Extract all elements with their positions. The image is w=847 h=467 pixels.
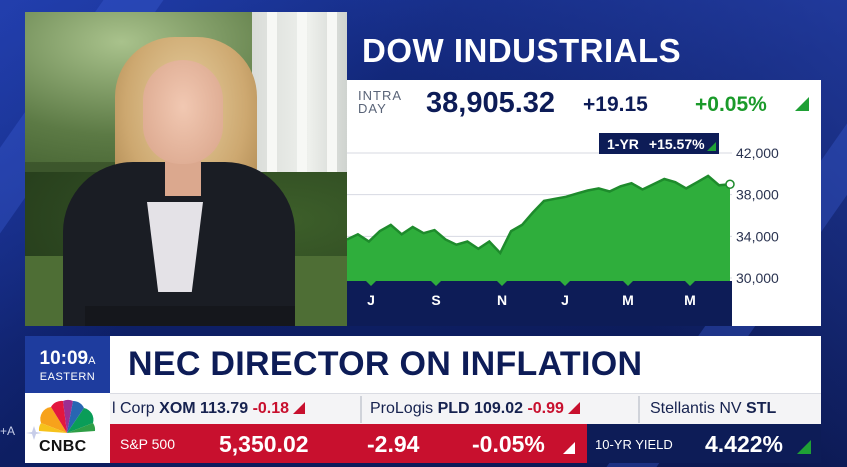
sp500-box: S&P 500 5,350.02 -2.94 -0.05% <box>110 424 587 463</box>
speaker-face <box>143 60 223 164</box>
video-column <box>297 12 307 182</box>
period-label: 1-YR <box>607 135 639 152</box>
down-triangle-icon <box>293 402 306 414</box>
down-triangle-icon <box>567 402 580 414</box>
area-line <box>347 174 731 256</box>
index-change: +19.15 <box>583 93 648 116</box>
x-tick-label: J <box>367 292 375 308</box>
x-tick-label: M <box>684 292 696 308</box>
live-video-feed <box>25 12 347 326</box>
y-tick-label: 42,000 <box>736 145 779 161</box>
yield-label: 10-YR YIELD <box>595 437 673 452</box>
dow-chart: 42,000 38,000 34,000 30,000 J S N J M M <box>347 145 779 326</box>
y-tick-label: 38,000 <box>736 187 779 203</box>
ticker-change: -0.18 <box>252 400 290 417</box>
x-tick-label: M <box>622 292 634 308</box>
ticker-symbol: XOM <box>159 400 196 417</box>
up-triangle-icon <box>706 142 716 151</box>
ticker-name: l Corp <box>112 400 155 417</box>
peacock-icon <box>38 399 96 433</box>
intraday-label-line1: INTRA <box>358 88 402 103</box>
index-title: DOW INDUSTRIALS <box>362 32 682 69</box>
video-column <box>327 12 337 182</box>
ticker-crawl: l Corp XOM 113.79 -0.18 ProLogis PLD 109… <box>110 393 821 424</box>
ticker-symbol: STL <box>746 400 777 417</box>
x-tick-marker <box>366 281 376 286</box>
clock-zone: EASTERN <box>39 371 96 383</box>
intraday-label: INTRA DAY <box>358 89 402 115</box>
sparkle-icon <box>26 426 42 440</box>
ticker-name: Stellantis NV <box>650 400 742 417</box>
network-logo: CNBC <box>25 393 110 463</box>
intraday-label-line2: DAY <box>358 101 387 116</box>
ticker-name: ProLogis <box>370 400 434 417</box>
x-tick-label: N <box>497 292 507 308</box>
area-fill <box>347 175 730 281</box>
clock: 10:09A EASTERN <box>25 336 110 393</box>
clock-time-line: 10:09A <box>25 348 110 370</box>
sp500-change-pct: -0.05% <box>472 431 545 457</box>
ticker-separator <box>638 396 640 423</box>
x-tick-label: J <box>561 292 569 308</box>
index-change-pct: +0.05% <box>695 93 767 116</box>
period-badge: 1-YR +15.57% <box>599 133 719 154</box>
clock-ampm: A <box>88 355 96 367</box>
x-tick-marker <box>431 281 441 286</box>
ticker-price: 113.79 <box>200 400 249 417</box>
x-tick-marker <box>497 281 507 286</box>
ticker-change: -0.99 <box>527 400 564 417</box>
video-column <box>267 12 277 182</box>
x-tick-marker <box>685 281 695 286</box>
chart-area: 42,000 38,000 34,000 30,000 J S N J M M 1-YR +15.… <box>347 126 821 326</box>
ticker-item: ProLogis PLD 109.02 -0.99 <box>370 400 580 418</box>
up-triangle-icon <box>797 440 811 454</box>
x-tick-label: S <box>431 292 440 308</box>
sp500-change: -2.94 <box>367 431 420 457</box>
up-triangle-icon <box>795 97 809 111</box>
podium <box>85 306 295 326</box>
ticker-item: Stellantis NV STL <box>650 400 776 418</box>
ticker-symbol: PLD <box>437 400 470 417</box>
ticker-item: l Corp XOM 113.79 -0.18 <box>112 400 306 418</box>
yield-value: 4.422% <box>705 431 784 457</box>
down-triangle-icon <box>563 442 575 454</box>
x-tick-marker <box>560 281 570 286</box>
index-price: 38,905.32 <box>426 87 556 119</box>
x-tick-marker <box>623 281 633 286</box>
ticker-separator <box>360 396 362 423</box>
yield-box: 10-YR YIELD 4.422% <box>587 424 821 463</box>
x-axis-band <box>347 281 732 326</box>
quote-bar: INTRA DAY 38,905.32 +19.15 +0.05% <box>347 80 821 126</box>
clock-time: 10:09 <box>39 348 89 369</box>
headline-box: NEC DIRECTOR ON INFLATION <box>110 336 821 393</box>
sp500-label: S&P 500 <box>120 436 176 452</box>
last-point <box>725 179 735 189</box>
ticker-price: 109.02 <box>474 400 523 417</box>
edge-label: +A <box>0 424 16 438</box>
sp500-value: 5,350.02 <box>219 431 309 457</box>
y-tick-label: 30,000 <box>736 270 779 286</box>
chart-title-box: DOW INDUSTRIALS <box>347 12 821 80</box>
stock-ticker: l Corp XOM 113.79 -0.18 ProLogis PLD 109… <box>25 393 821 424</box>
headline: NEC DIRECTOR ON INFLATION <box>128 345 643 383</box>
logo-wordmark: CNBC <box>39 438 87 455</box>
y-tick-label: 34,000 <box>736 228 779 244</box>
period-change: +15.57% <box>648 135 705 152</box>
index-bar: S&P 500 5,350.02 -2.94 -0.05% 10-YR YIEL… <box>110 424 821 463</box>
